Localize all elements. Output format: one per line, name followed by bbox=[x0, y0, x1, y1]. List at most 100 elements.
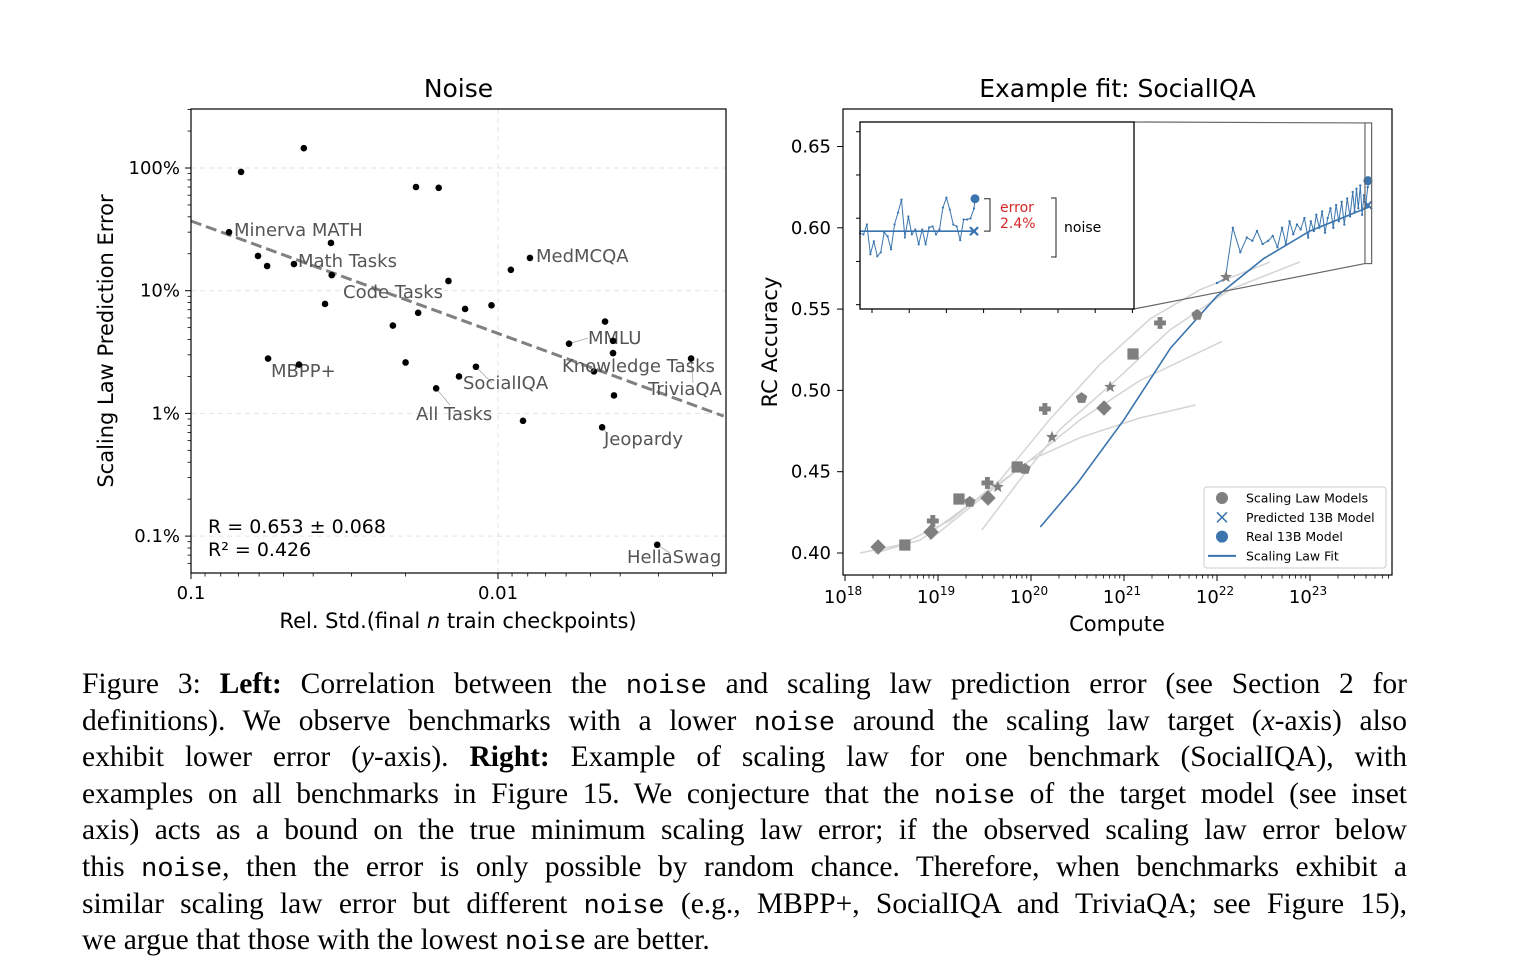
inset-checkpoint-point bbox=[934, 233, 938, 236]
caption-math-var: y bbox=[360, 741, 374, 774]
legend-box bbox=[1203, 486, 1387, 569]
legend-item: Scaling Law Fit bbox=[1208, 548, 1339, 563]
target-checkpoint-point bbox=[1355, 187, 1358, 190]
data-point bbox=[507, 266, 515, 274]
data-point bbox=[687, 355, 695, 362]
data-point bbox=[414, 309, 422, 317]
inset-checkpoint-point bbox=[896, 211, 900, 214]
data-point bbox=[609, 349, 617, 357]
r-squared-stat: R² = 0.426 bbox=[208, 539, 311, 561]
target-checkpoint-point bbox=[1245, 236, 1248, 239]
caption-bold-label: Right: bbox=[469, 741, 550, 774]
inset-checkpoint-point bbox=[910, 233, 913, 236]
x-tick-label: 1021 bbox=[1103, 584, 1141, 608]
tick-base: 10 bbox=[824, 587, 847, 608]
data-point bbox=[565, 340, 573, 347]
tick-base: 10 bbox=[1010, 587, 1033, 608]
caption-text: definitions). We observe benchmarks with… bbox=[82, 704, 755, 737]
x-tick-label: 1023 bbox=[1289, 584, 1327, 608]
x-tick-label: 1020 bbox=[1010, 584, 1048, 608]
data-point bbox=[290, 260, 298, 268]
caption-line: this noise, then the error is only possi… bbox=[82, 849, 1407, 886]
model-fit-curve bbox=[929, 404, 1196, 541]
benchmark-label: MedMCQA bbox=[536, 246, 629, 267]
caption-line: examples on all benchmarks in Figure 15.… bbox=[82, 776, 1407, 813]
y-tick-label: 0.45 bbox=[791, 462, 831, 483]
inset-checkpoint-point bbox=[862, 233, 865, 236]
inset-checkpoint-point bbox=[938, 228, 941, 231]
y-axis-label: Scaling Law Prediction Error bbox=[94, 194, 118, 488]
caption-code-term: noise bbox=[583, 891, 665, 922]
square-marker bbox=[953, 493, 965, 505]
pentagon-marker bbox=[1019, 463, 1031, 474]
y-tick-label: 0.1% bbox=[134, 526, 180, 547]
star-marker bbox=[1104, 380, 1117, 393]
caption-text: are better. bbox=[586, 924, 710, 957]
trend-line bbox=[190, 219, 725, 418]
inset-connector-line bbox=[1133, 121, 1365, 124]
caption-text: around the scaling law target ( bbox=[835, 704, 1262, 737]
target-checkpoint-point bbox=[1266, 239, 1270, 243]
inset-checkpoint-point bbox=[962, 218, 965, 221]
star-marker bbox=[991, 480, 1004, 493]
caption-line: similar scaling law error but different … bbox=[82, 886, 1407, 923]
caption-text: and scaling law prediction error (see Se… bbox=[706, 668, 1407, 700]
plus-marker bbox=[926, 515, 939, 527]
x-tick-label: 1018 bbox=[824, 584, 862, 608]
target-checkpoint-point bbox=[1345, 197, 1349, 200]
caption-text: we argue that those with the lowest bbox=[82, 924, 506, 957]
label-leader-line bbox=[568, 337, 589, 345]
inset-checkpoint-point bbox=[959, 239, 962, 242]
data-point bbox=[488, 302, 495, 309]
target-checkpoint-point bbox=[1359, 184, 1362, 187]
inset-checkpoint-point bbox=[969, 217, 972, 220]
target-checkpoint-point bbox=[1309, 220, 1312, 223]
pentagon-marker bbox=[964, 496, 976, 507]
inset-checkpoint-point bbox=[883, 231, 886, 234]
x-axis-label-prefix: Rel. Std.(final bbox=[279, 609, 426, 633]
noise-label: noise bbox=[1064, 220, 1101, 236]
caption-math-var: x bbox=[1261, 704, 1275, 737]
inset-checkpoint-point bbox=[889, 248, 893, 251]
y-tick-label: 100% bbox=[129, 158, 180, 179]
blue-circle-icon bbox=[1216, 530, 1228, 543]
diamond-marker bbox=[923, 524, 939, 540]
benchmark-label: Code Tasks bbox=[343, 282, 443, 303]
plus-marker bbox=[1154, 316, 1166, 329]
data-point bbox=[225, 228, 233, 236]
inset-checkpoint-point bbox=[865, 223, 869, 226]
target-checkpoint-point bbox=[1295, 223, 1299, 226]
data-point bbox=[455, 373, 463, 380]
tick-base: 10 bbox=[1103, 587, 1126, 608]
inset-checkpoint-point bbox=[872, 240, 875, 243]
data-point bbox=[526, 254, 534, 262]
x-axis-label: Compute bbox=[1069, 612, 1165, 636]
inset-checkpoint-point bbox=[907, 215, 910, 218]
target-checkpoint-point bbox=[1353, 210, 1356, 213]
inset-checkpoint-point bbox=[924, 243, 927, 246]
tick-exponent: 23 bbox=[1312, 584, 1327, 598]
data-point bbox=[445, 277, 452, 285]
benchmark-label: Math Tasks bbox=[298, 251, 397, 272]
data-point bbox=[609, 337, 617, 345]
inset-checkpoint-point bbox=[886, 235, 889, 238]
target-checkpoint-point bbox=[1312, 229, 1316, 233]
caption-code-term: noise bbox=[933, 781, 1015, 812]
target-checkpoint-point bbox=[1276, 246, 1279, 249]
target-checkpoint-point bbox=[1255, 229, 1259, 233]
target-checkpoint-point bbox=[1292, 233, 1295, 236]
caption-text: Correlation between the bbox=[281, 668, 626, 700]
target-checkpoint-point bbox=[1315, 213, 1318, 216]
inset-predicted-marker bbox=[969, 226, 979, 236]
target-checkpoint-point bbox=[1343, 223, 1346, 226]
caption-code-term: noise bbox=[505, 928, 587, 959]
target-checkpoint-point bbox=[1360, 213, 1364, 216]
inset-checkpoint-point bbox=[876, 255, 879, 258]
target-checkpoint-point bbox=[1299, 228, 1302, 231]
target-checkpoint-point bbox=[1284, 242, 1288, 246]
inset-checkpoint-point bbox=[952, 223, 955, 226]
data-point bbox=[237, 168, 245, 176]
benchmark-label: All Tasks bbox=[416, 404, 492, 425]
inset-checkpoint-point bbox=[927, 226, 931, 229]
